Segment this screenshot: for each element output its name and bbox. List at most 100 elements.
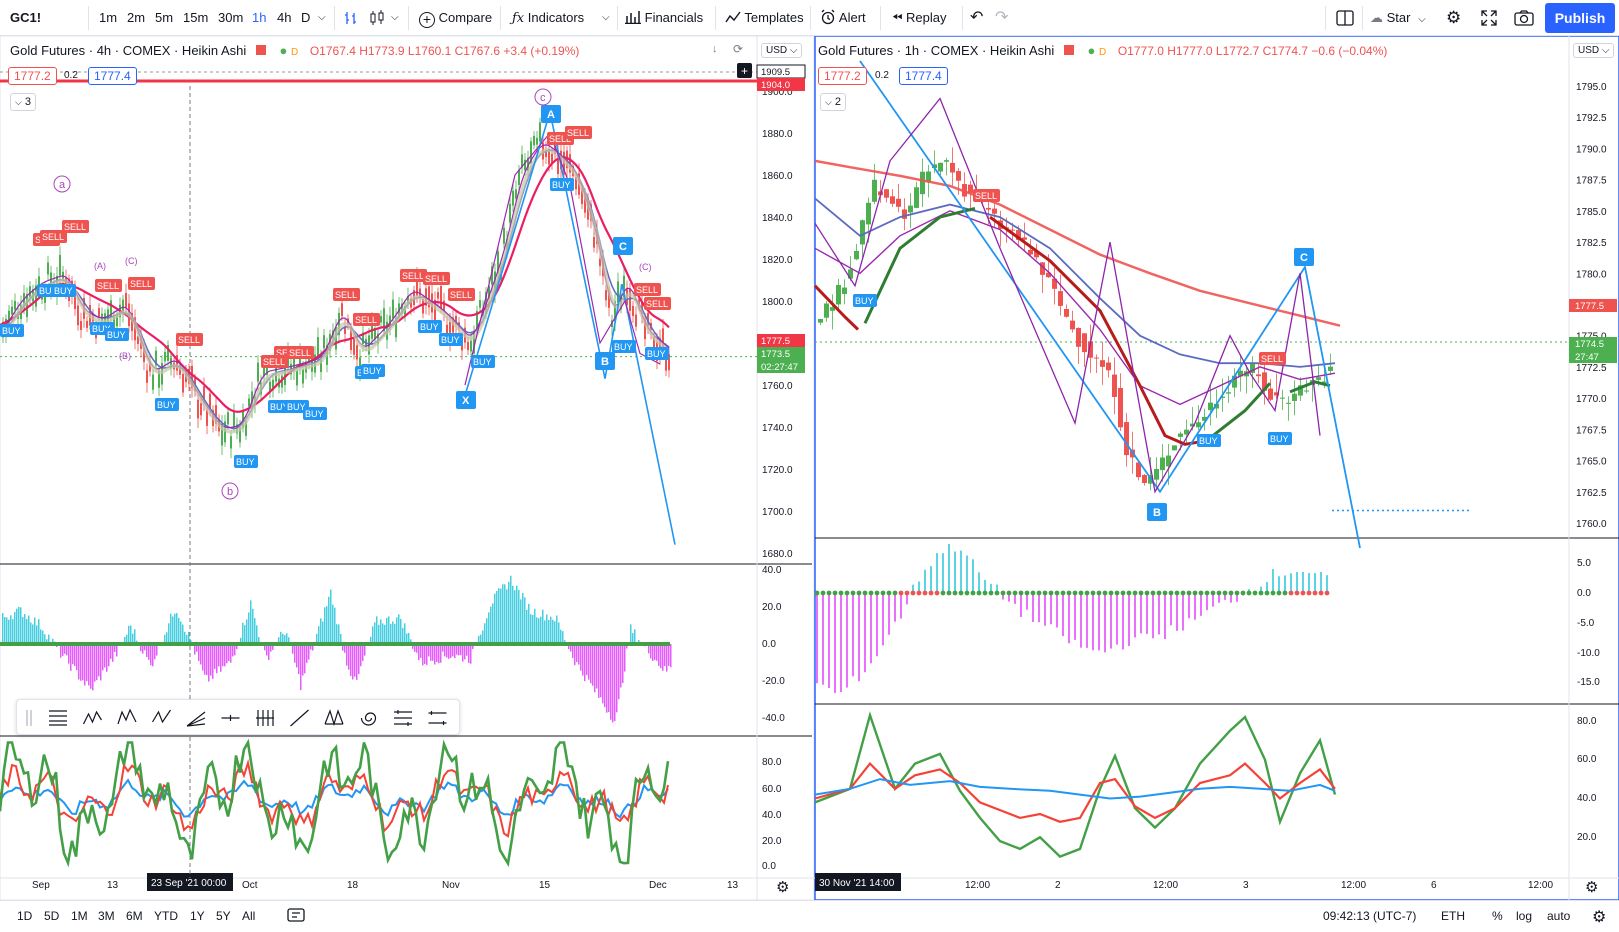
divider: [810, 6, 811, 30]
compare-button[interactable]: + Compare: [419, 6, 492, 30]
interval-1h[interactable]: 1h: [252, 10, 267, 25]
star-button[interactable]: ☁︎ Star ⌵: [1370, 6, 1426, 30]
osc-bar: [222, 644, 224, 667]
osc-bar: [666, 644, 668, 672]
price-label-countdown: [1569, 350, 1617, 363]
osc-dot: [1258, 590, 1264, 596]
fib-fan-icon[interactable]: [186, 711, 206, 727]
range-all[interactable]: All: [242, 909, 256, 923]
candle-body: [353, 338, 355, 355]
time-tick-label: Oct: [242, 880, 258, 891]
interval-15m[interactable]: 15m: [183, 10, 209, 25]
interval-30m[interactable]: 30m: [218, 10, 244, 25]
goto-date-icon[interactable]: [287, 907, 305, 926]
osc-bar: [586, 644, 588, 676]
candle-body: [197, 399, 199, 419]
interval-d[interactable]: D: [301, 10, 311, 25]
financials-button[interactable]: Financials: [625, 6, 703, 30]
osc-bar: [310, 644, 312, 650]
range-6m[interactable]: 6M: [126, 909, 143, 923]
interval-4h[interactable]: 4h: [277, 10, 292, 25]
osc-bar: [220, 644, 222, 672]
regression-icon[interactable]: [394, 710, 412, 726]
osc-bar: [200, 644, 202, 665]
osc-bar: [96, 644, 98, 681]
interval-2m[interactable]: 2m: [127, 10, 146, 25]
horizontal-ray-icon[interactable]: [221, 715, 240, 721]
auto-toggle[interactable]: auto: [1547, 909, 1571, 923]
xabcd-icon[interactable]: [151, 709, 171, 724]
buy-badge: [612, 340, 636, 353]
parallel-channel-icon[interactable]: [428, 711, 447, 725]
trendline-icon[interactable]: [290, 709, 309, 727]
templates-button[interactable]: Templates: [725, 6, 804, 30]
osc-bar: [578, 644, 580, 665]
fib-timezone-icon[interactable]: [256, 710, 274, 726]
buy-price-box[interactable]: 1777.4: [88, 67, 137, 85]
indicator-toggle[interactable]: ⌵ 3: [10, 93, 36, 111]
range-5d[interactable]: 5D: [44, 909, 60, 923]
interval-1m[interactable]: 1m: [99, 10, 118, 25]
settings-icon[interactable]: ⚙︎: [1446, 8, 1462, 27]
candle-style-icon[interactable]: [368, 6, 386, 30]
indicators-button[interactable]: ƒx Indicators: [512, 6, 584, 30]
chevron-down-icon[interactable]: ⌵: [391, 12, 399, 23]
lines-icon[interactable]: [49, 710, 67, 726]
osc-bar: [404, 623, 406, 644]
lines-icon-glyph: [49, 710, 67, 726]
crosshair-time-label: 30 Nov '21 14:00: [819, 878, 895, 889]
buy-price-box[interactable]: 1777.4: [899, 67, 948, 85]
range-5y[interactable]: 5Y: [216, 909, 231, 923]
sell-price-box[interactable]: 1777.2: [818, 67, 867, 85]
drag-handle-icon[interactable]: [26, 710, 32, 726]
osc-bar: [588, 644, 590, 680]
percent-toggle[interactable]: %: [1492, 909, 1503, 923]
candle-body: [206, 409, 208, 426]
clock[interactable]: 09:42:13 (UTC-7): [1323, 909, 1417, 923]
time-tick-label: 13: [727, 880, 739, 891]
osc-bar: [70, 644, 72, 671]
replay-button[interactable]: ⏪︎ Replay: [892, 6, 947, 30]
settings-icon[interactable]: ⚙︎: [1592, 909, 1607, 926]
osc-bar: [486, 618, 488, 644]
bar-style-icon[interactable]: [343, 6, 359, 30]
log-toggle[interactable]: log: [1516, 909, 1533, 923]
range-3m[interactable]: 3M: [98, 909, 115, 923]
camera-icon[interactable]: [1514, 6, 1534, 30]
layout-icon[interactable]: [1336, 6, 1354, 30]
sell-price-box[interactable]: 1777.2: [8, 67, 57, 85]
chart-canvas[interactable]: 1900.01880.01860.01840.01820.01800.01780…: [0, 36, 1619, 900]
interval-5m[interactable]: 5m: [155, 10, 174, 25]
arrow-down-icon[interactable]: ↓: [712, 43, 718, 55]
indicator-toggle[interactable]: ⌵ 2: [820, 93, 846, 111]
plus-circle-icon: +: [419, 12, 435, 28]
symbol-search[interactable]: GC1!: [10, 10, 42, 25]
publish-button[interactable]: Publish: [1545, 3, 1615, 33]
redo-icon[interactable]: ↷: [995, 9, 1009, 26]
cloud-icon: ☁︎: [1370, 10, 1383, 25]
drawing-tools[interactable]: [17, 700, 461, 736]
chevron-down-icon[interactable]: ⌵: [318, 12, 326, 23]
undo-icon[interactable]: ↶: [970, 9, 984, 26]
osc-bar: [524, 597, 526, 644]
chevron-down-icon[interactable]: ⌵: [602, 12, 610, 23]
range-1m[interactable]: 1M: [71, 909, 88, 923]
candle-body: [275, 359, 277, 382]
session-toggle[interactable]: ETH: [1441, 909, 1465, 923]
range-ytd[interactable]: YTD: [154, 909, 178, 923]
range-1d[interactable]: 1D: [17, 909, 33, 923]
left-currency-select[interactable]: USD ⌵: [761, 43, 803, 58]
refresh-icon[interactable]: ⟳: [733, 42, 744, 56]
wave-label-circle: [534, 88, 552, 106]
range-1y[interactable]: 1Y: [190, 909, 205, 923]
spiral-icon[interactable]: [360, 712, 377, 726]
right-currency-select[interactable]: USD ⌵: [1573, 43, 1615, 58]
osc-bar: [30, 622, 32, 644]
elliott-wave-icon[interactable]: [117, 708, 137, 725]
fullscreen-icon[interactable]: [1481, 6, 1497, 30]
price-label-current-text: 1777.5: [761, 336, 790, 347]
abcd-pattern-icon[interactable]: [82, 710, 103, 725]
xabcd-pattern-icon[interactable]: [324, 709, 344, 727]
alert-button[interactable]: Alert: [820, 6, 866, 30]
candle-body: [584, 195, 586, 213]
